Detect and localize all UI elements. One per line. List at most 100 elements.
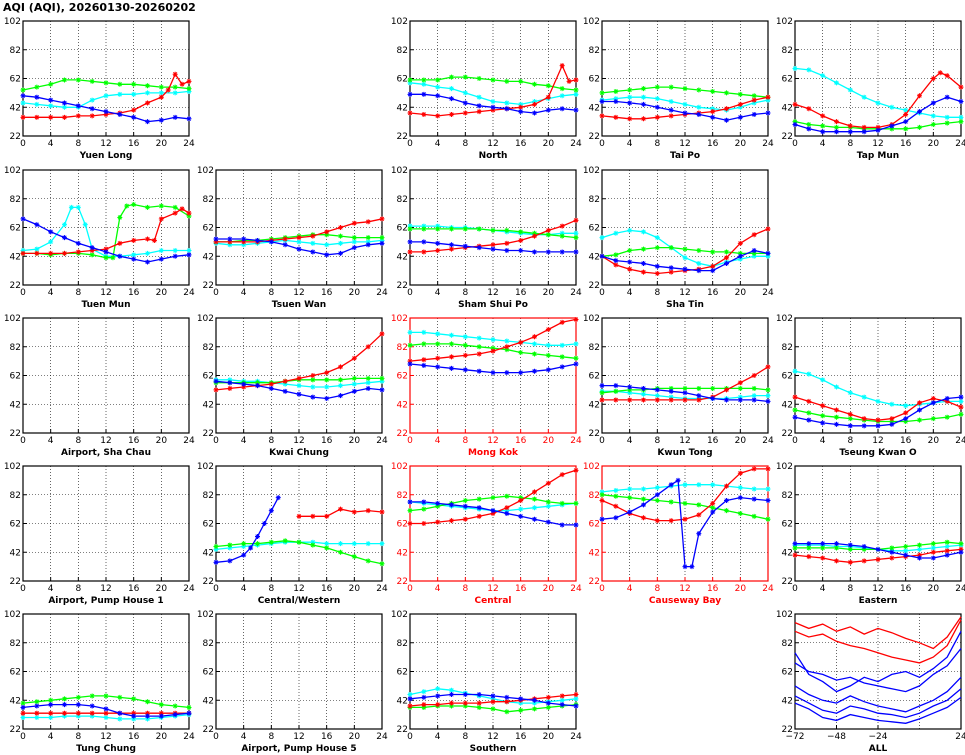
- data-point: [559, 93, 565, 99]
- x-tick-label: 24: [762, 584, 774, 594]
- data-point: [103, 93, 109, 99]
- data-point: [351, 541, 357, 547]
- y-tick-label: 82: [589, 343, 600, 353]
- data-point: [820, 129, 826, 135]
- data-point: [930, 541, 936, 547]
- data-point: [103, 693, 109, 699]
- data-point: [351, 245, 357, 251]
- data-point: [806, 106, 812, 112]
- y-tick-label: 102: [776, 314, 793, 324]
- x-tick-label: 4: [435, 732, 441, 742]
- data-point: [75, 103, 81, 109]
- data-point: [903, 111, 909, 117]
- data-point: [627, 495, 633, 501]
- x-tick-label: 24: [570, 436, 582, 446]
- data-point: [737, 91, 743, 97]
- chart-panel: 22 42 62 82 102 0 4 8 12 16 20 24 Yuen Long: [4, 17, 195, 161]
- y-tick-label: 62: [397, 372, 408, 382]
- data-point: [365, 239, 371, 245]
- data-point: [172, 712, 178, 718]
- chart-panel: 22 42 62 82 102 0 4 8 12 16 20 24 Airport, Sha Chau: [4, 314, 195, 458]
- x-tick-label: 16: [515, 139, 527, 149]
- y-tick-label: 22: [589, 577, 600, 587]
- data-point: [559, 500, 565, 506]
- data-point: [131, 710, 137, 716]
- chart-panel: 22 42 62 82 102 0 4 8 12 16 20 24 Central/Western: [197, 462, 388, 606]
- data-point: [186, 710, 192, 716]
- data-point: [820, 545, 826, 551]
- x-tick-label: 0: [213, 436, 219, 446]
- y-tick-label: 42: [203, 696, 214, 706]
- data-point: [765, 466, 771, 472]
- data-point: [296, 235, 302, 241]
- data-point: [351, 355, 357, 361]
- data-point: [504, 699, 510, 705]
- data-point: [131, 81, 137, 87]
- data-point: [641, 101, 646, 107]
- data-point: [573, 249, 579, 255]
- data-point: [696, 512, 702, 518]
- data-point: [917, 400, 922, 406]
- data-point: [435, 503, 441, 509]
- data-point: [641, 246, 646, 252]
- data-point: [462, 243, 468, 249]
- series-line: [794, 616, 962, 650]
- x-tick-label: 20: [349, 436, 361, 446]
- series-line: [794, 619, 962, 664]
- data-point: [737, 495, 743, 501]
- data-point: [504, 505, 510, 511]
- chart-panel: 22 42 62 82 102 0 4 8 12 16 20 24 Central: [391, 462, 582, 606]
- data-point: [751, 466, 757, 472]
- x-tick-label: 0: [407, 288, 413, 298]
- x-tick-label: 24: [570, 139, 582, 149]
- data-point: [903, 416, 909, 422]
- x-tick-label: 8: [847, 584, 853, 594]
- data-point: [407, 361, 413, 367]
- y-tick-label: 22: [397, 725, 408, 735]
- y-tick-label: 22: [397, 132, 408, 142]
- data-point: [213, 236, 219, 242]
- y-tick-label: 102: [391, 166, 408, 176]
- data-point: [48, 250, 54, 256]
- x-tick-label: 20: [928, 139, 940, 149]
- data-point: [820, 541, 826, 547]
- data-point: [682, 246, 688, 252]
- data-point: [379, 561, 385, 567]
- x-tick-label: 8: [75, 584, 81, 594]
- data-point: [654, 263, 660, 269]
- y-tick-label: 82: [782, 343, 793, 353]
- data-point: [324, 545, 330, 551]
- data-point: [861, 129, 867, 135]
- data-point: [34, 101, 40, 107]
- page-title: AQI (AQI), 20260130-20260202: [3, 1, 196, 14]
- data-point: [696, 260, 702, 266]
- data-point: [820, 123, 826, 129]
- data-point: [62, 235, 67, 241]
- data-point: [806, 410, 812, 416]
- data-point: [861, 124, 867, 130]
- data-point: [158, 248, 164, 253]
- data-point: [435, 702, 441, 708]
- data-point: [310, 249, 316, 255]
- data-point: [559, 223, 565, 229]
- x-tick-label: 16: [321, 732, 333, 742]
- data-point: [573, 361, 579, 367]
- data-point: [847, 411, 853, 417]
- data-point: [365, 375, 371, 381]
- data-point: [421, 499, 427, 505]
- data-point: [559, 86, 565, 92]
- data-point: [268, 539, 274, 545]
- data-point: [737, 510, 743, 516]
- x-tick-label: 12: [487, 732, 498, 742]
- data-point: [792, 101, 798, 107]
- data-point: [89, 78, 95, 84]
- data-point: [476, 496, 482, 502]
- data-point: [75, 702, 81, 708]
- x-tick-label: 16: [321, 288, 333, 298]
- data-point: [462, 352, 468, 358]
- data-point: [186, 116, 192, 122]
- data-point: [710, 249, 716, 255]
- data-point: [351, 381, 357, 387]
- x-tick-label: 4: [48, 732, 54, 742]
- chart-panel: 22 42 62 82 102 0 4 8 12 16 20 24 Southern: [391, 610, 582, 754]
